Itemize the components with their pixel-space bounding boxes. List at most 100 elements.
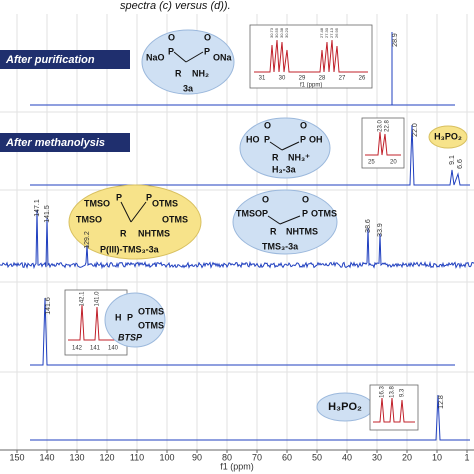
inset-peak-label: 141.0 <box>95 291 101 307</box>
atom: O <box>264 120 271 130</box>
atom: TMSO <box>84 198 110 208</box>
inset-tick: 26 <box>359 76 366 82</box>
spectrum <box>30 124 470 186</box>
peak-label: 129.2 <box>84 231 91 249</box>
x-tick-label: 50 <box>312 452 322 462</box>
peak-label: 141.6 <box>45 297 52 315</box>
panel-label: After methanolysis <box>5 137 105 149</box>
panel-label-box <box>0 50 130 69</box>
atom: OTMS <box>162 214 188 224</box>
atom: TMSO <box>76 214 102 224</box>
x-tick-label: 10 <box>432 452 442 462</box>
bond <box>269 141 283 151</box>
compound-bubble <box>104 292 166 348</box>
inset-spectrum <box>254 39 368 73</box>
bond <box>120 201 132 223</box>
x-tick-label: 100 <box>159 452 174 462</box>
inset-tick: 31 <box>259 76 266 82</box>
inset-tick: 20 <box>390 160 397 166</box>
peak-label: 9.1 <box>449 155 456 165</box>
inset-tick: 28 <box>319 76 326 82</box>
inset-peak-label: 30.20 <box>284 27 289 38</box>
atom: O <box>300 120 307 130</box>
atom: R <box>270 226 277 236</box>
inset-peak-label: 30.38 <box>279 27 284 38</box>
atom: P <box>302 208 308 218</box>
atom: NH₂ <box>192 68 209 78</box>
x-tick-label: 1 <box>464 452 469 462</box>
peak-label: 147.1 <box>34 199 41 217</box>
x-tick-label: 150 <box>9 452 24 462</box>
inset-tick: 27 <box>339 76 346 82</box>
inset <box>249 24 373 89</box>
atom: P <box>262 208 268 218</box>
compound-name: H₃PO₂ <box>434 131 462 141</box>
inset-tick: 141 <box>90 346 101 352</box>
inset-peak-label: 23.0 <box>378 120 384 132</box>
x-tick-label: 70 <box>252 452 262 462</box>
atom: O <box>204 32 211 42</box>
atom: P <box>116 192 122 202</box>
x-tick-label: 140 <box>39 452 54 462</box>
x-axis-label: f1 (ppm) <box>220 461 254 471</box>
atom: P <box>300 134 306 144</box>
bond <box>185 51 204 63</box>
inset-tick: 25 <box>368 160 375 166</box>
inset-spectrum <box>373 397 415 423</box>
inset-peak-label: 22.8 <box>385 120 391 132</box>
compound-name: H₃-3a <box>272 164 297 174</box>
compound-name: TMS₃-3a <box>262 241 299 251</box>
caption: spectra (c) versus (d)). <box>120 0 231 12</box>
peak-label: 38.6 <box>365 219 372 233</box>
atom: OTMS <box>152 198 178 208</box>
atom: NHTMS <box>286 226 318 236</box>
inset-peak-label: 27.30 <box>324 27 329 38</box>
atom: OTMS <box>138 306 164 316</box>
inset-peak-label: 27.48 <box>319 27 324 38</box>
x-tick-label: 110 <box>130 452 144 462</box>
atom: R <box>120 228 127 238</box>
x-tick-label: 40 <box>342 452 352 462</box>
inset-peak-label: 142.1 <box>80 291 86 307</box>
peak-label: 6.6 <box>457 159 464 169</box>
inset-spectrum <box>365 131 401 156</box>
atom: R <box>175 68 182 78</box>
bond <box>173 51 187 63</box>
inset-peak-label: 26.95 <box>334 27 339 38</box>
atom: P <box>127 312 133 322</box>
x-tick-label: 30 <box>372 452 382 462</box>
inset <box>361 117 405 169</box>
compound-name: BTSP <box>118 332 143 342</box>
spectrum <box>0 209 474 270</box>
compound-name: 3a <box>183 83 194 93</box>
x-tick-label: 90 <box>192 452 202 462</box>
spectrum <box>30 394 470 441</box>
atom: P <box>168 46 174 56</box>
atom: OH <box>309 134 323 144</box>
compound-bubble <box>239 117 331 179</box>
panel-label-box <box>0 133 130 152</box>
inset-peak-label: 13.8 <box>390 386 396 398</box>
peak-label: 22.0 <box>412 123 419 137</box>
inset-tick: 29 <box>299 76 306 82</box>
inset-tick: 30 <box>279 76 286 82</box>
x-tick-label: 120 <box>99 452 114 462</box>
spectrum <box>30 297 455 366</box>
atom: NHTMS <box>138 228 170 238</box>
compound-bubble <box>68 184 202 260</box>
inset-peak-label: 30.73 <box>269 27 274 38</box>
atom: R <box>272 152 279 162</box>
bond <box>130 201 147 223</box>
inset-peak-label: 30.55 <box>274 27 279 38</box>
bond <box>281 141 300 151</box>
compound-bubble <box>141 29 235 95</box>
inset-peak-label: 9.3 <box>400 388 406 397</box>
peak-label: 33.9 <box>377 223 384 237</box>
atom: P <box>146 192 152 202</box>
x-tick-label: 20 <box>402 452 412 462</box>
peak-label: 12.8 <box>438 395 445 409</box>
inset-peak-label: 16.3 <box>380 386 386 398</box>
inset-unit: f1 (ppm) <box>300 83 322 89</box>
atom: ONa <box>213 52 233 62</box>
